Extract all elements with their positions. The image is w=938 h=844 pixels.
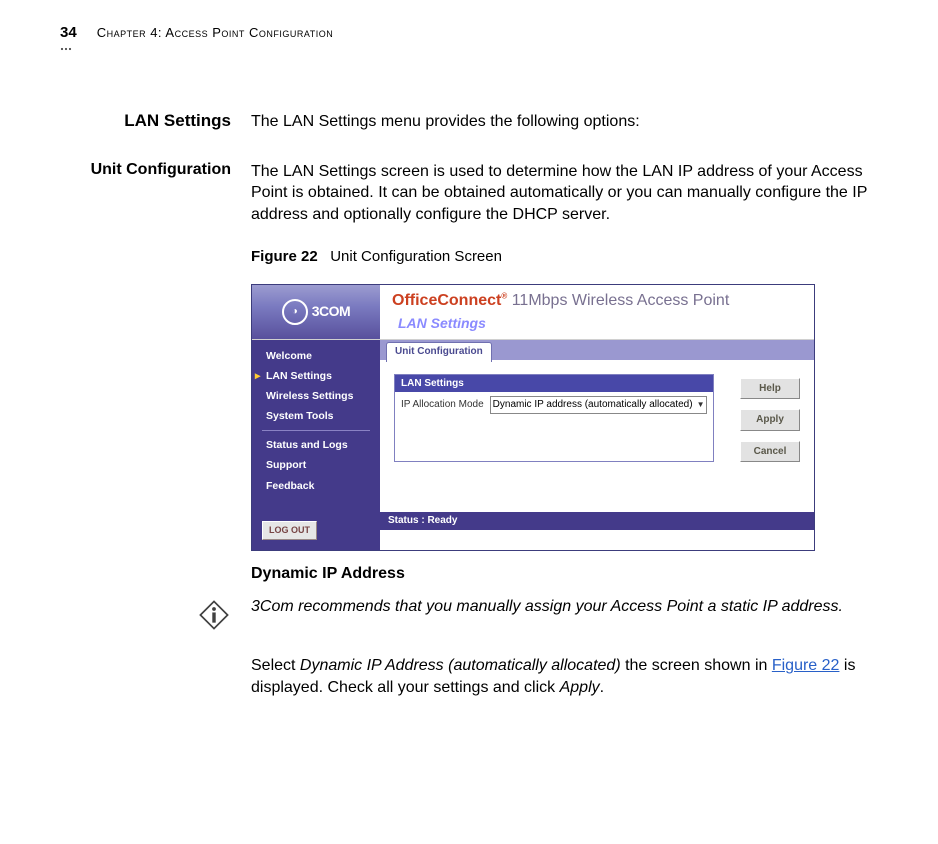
unit-config-screenshot: ◑ 3COM OfficeConnect® 11Mbps Wireless Ac… [251,284,815,551]
chevron-down-icon: ▼ [697,400,705,411]
ss-nav-status-logs[interactable]: Status and Logs [252,435,380,455]
ss-nav-welcome[interactable]: Welcome [252,346,380,366]
ss-ip-mode-label: IP Allocation Mode [401,398,484,412]
body-text4: . [600,679,604,696]
ss-fieldset: LAN Settings IP Allocation Mode Dynamic … [394,374,714,463]
ss-nav: Welcome LAN Settings Wireless Settings S… [252,340,380,550]
page-number: 34 [60,24,77,41]
ss-logo-text: 3COM [312,302,350,321]
lan-settings-heading: LAN Settings [60,111,231,131]
body-text2: the screen shown in [621,657,772,674]
ss-status-bar: Status : Ready [380,512,814,530]
ss-tab-unit-config[interactable]: Unit Configuration [386,342,492,363]
body-em2: Apply [560,679,600,696]
figure-caption: Unit Configuration Screen [330,248,502,265]
body-text: Select [251,657,300,674]
ss-logout-button[interactable]: LOG OUT [262,521,317,539]
ss-help-button[interactable]: Help [740,378,800,400]
dynamic-ip-body: Select Dynamic IP Address (automatically… [251,655,878,698]
ss-brand-oc: OfficeConnect [392,292,501,309]
ss-nav-support[interactable]: Support [252,455,380,475]
ss-nav-system-tools[interactable]: System Tools [252,406,380,426]
ss-logo: ◑ 3COM [252,285,380,339]
dynamic-ip-note: 3Com recommends that you manually assign… [251,596,878,637]
ss-nav-feedback[interactable]: Feedback [252,476,380,496]
unit-config-body: The LAN Settings screen is used to deter… [251,161,878,226]
ss-ip-mode-value: Dynamic IP address (automatically alloca… [493,398,693,412]
ss-ip-mode-select[interactable]: Dynamic IP address (automatically alloca… [490,396,708,414]
body-em1: Dynamic IP Address (automatically alloca… [300,657,621,674]
lan-settings-intro: The LAN Settings menu provides the follo… [251,111,878,133]
ss-nav-wireless[interactable]: Wireless Settings [252,386,380,406]
dynamic-ip-heading: Dynamic IP Address [251,563,878,585]
ss-brand: OfficeConnect® 11Mbps Wireless Access Po… [392,290,814,312]
ss-fieldset-title: LAN Settings [395,375,713,393]
figure-number: Figure 22 [251,248,318,265]
ss-nav-separator [262,430,370,431]
ss-page-title: LAN Settings [398,314,814,333]
figure-label: Figure 22 Unit Configuration Screen [251,247,878,267]
chapter-label: Chapter 4: Access Point Configuration [97,25,334,40]
figure-22-link[interactable]: Figure 22 [772,657,840,674]
info-icon [197,598,231,632]
ss-cancel-button[interactable]: Cancel [740,441,800,463]
header-divider [60,47,72,51]
ss-apply-button[interactable]: Apply [740,409,800,431]
ss-nav-lan-settings[interactable]: LAN Settings [252,366,380,386]
unit-config-heading: Unit Configuration [60,161,231,179]
ss-banner: ◑ 3COM OfficeConnect® 11Mbps Wireless Ac… [252,285,814,340]
ss-logo-icon: ◑ [282,299,308,325]
ss-tabrow: Unit Configuration [380,340,814,360]
ss-brand-rest: 11Mbps Wireless Access Point [512,292,730,309]
